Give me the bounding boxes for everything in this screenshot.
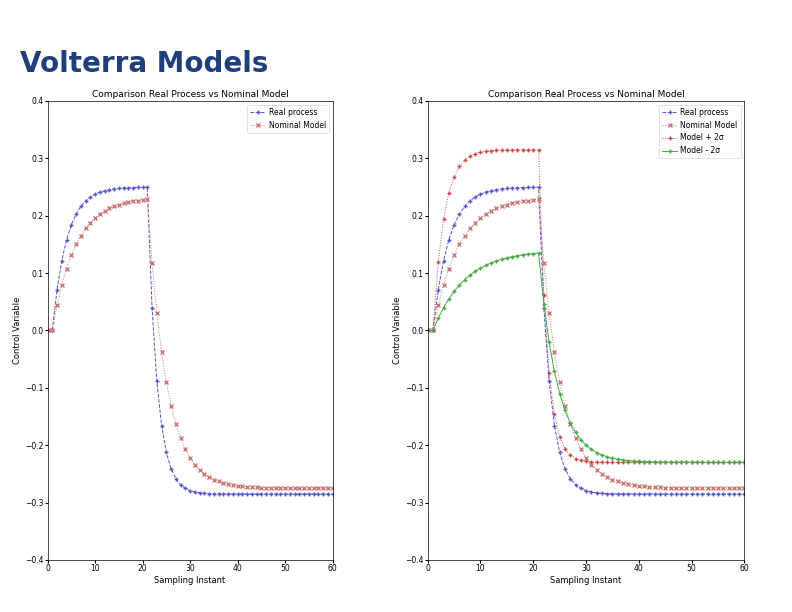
Model - 2σ <box>597 451 607 458</box>
Real process <box>43 327 52 334</box>
Real process <box>539 304 549 312</box>
Nominal Model <box>219 479 228 487</box>
Text: Diaz-Mendoza R. and Budman H: Diaz-Mendoza R. and Budman H <box>32 586 234 599</box>
Nominal Model <box>200 470 209 477</box>
Line: Model - 2σ: Model - 2σ <box>426 252 746 464</box>
Model + 2σ <box>619 459 628 466</box>
Nominal Model <box>423 327 432 334</box>
Y-axis label: Control Variable: Control Variable <box>13 297 22 364</box>
Model - 2σ <box>740 459 749 466</box>
Line: Nominal Model: Nominal Model <box>426 198 746 490</box>
Nominal Model <box>295 485 304 492</box>
Real process <box>597 490 607 497</box>
Real process <box>619 490 628 498</box>
Nominal Model <box>328 485 337 492</box>
Real process <box>147 304 157 312</box>
Real process <box>534 184 543 191</box>
Text: Robust NMPC using Volterra Models and the SSV: Robust NMPC using Volterra Models and th… <box>301 586 604 599</box>
Line: Model + 2σ: Model + 2σ <box>426 148 746 464</box>
Nominal Model <box>619 479 628 487</box>
Model - 2σ <box>539 300 549 307</box>
Legend: Real process, Nominal Model: Real process, Nominal Model <box>247 105 329 133</box>
Nominal Model <box>534 196 543 203</box>
Model - 2σ <box>703 459 712 466</box>
Real process <box>703 490 712 498</box>
Model + 2σ <box>486 147 496 154</box>
Real process <box>100 187 109 195</box>
Model + 2σ <box>534 146 543 154</box>
Line: Real process: Real process <box>426 185 746 496</box>
Model + 2σ <box>597 458 607 466</box>
Real process <box>143 184 152 191</box>
Real process <box>219 490 228 498</box>
Legend: Real process, Nominal Model, Model + 2σ, Model - 2σ: Real process, Nominal Model, Model + 2σ,… <box>659 105 741 159</box>
Model - 2σ <box>497 256 506 263</box>
Line: Nominal Model: Nominal Model <box>46 198 334 490</box>
Nominal Model <box>497 203 506 210</box>
Nominal Model <box>703 485 712 492</box>
Nominal Model <box>43 327 52 334</box>
Nominal Model <box>740 485 749 492</box>
Model - 2σ <box>486 259 496 267</box>
Model - 2σ <box>619 457 628 464</box>
Real process <box>497 185 506 193</box>
Model + 2σ <box>497 146 506 154</box>
Nominal Model <box>147 259 157 267</box>
Model - 2σ <box>534 249 543 256</box>
Nominal Model <box>597 470 607 477</box>
X-axis label: Sampling Instant: Sampling Instant <box>154 576 226 585</box>
Real process <box>328 490 337 498</box>
Text: Volterra Models: Volterra Models <box>356 10 464 24</box>
Model + 2σ <box>423 327 432 334</box>
Text: Volterra Models: Volterra Models <box>20 50 268 78</box>
Model - 2σ <box>423 327 432 334</box>
X-axis label: Sampling Instant: Sampling Instant <box>550 576 622 585</box>
Nominal Model <box>486 207 496 214</box>
Real process <box>423 327 432 334</box>
Nominal Model <box>539 259 549 267</box>
Real process <box>109 185 119 193</box>
Y-axis label: Control Variable: Control Variable <box>394 297 402 364</box>
Real process <box>486 187 496 195</box>
Real process <box>200 490 209 497</box>
Text: Introduction: Introduction <box>249 10 333 24</box>
Title: Comparison Real Process vs Nominal Model: Comparison Real Process vs Nominal Model <box>92 90 288 99</box>
Model + 2σ <box>740 459 749 466</box>
Nominal Model <box>100 207 109 214</box>
Model + 2σ <box>703 459 712 466</box>
Nominal Model <box>109 203 119 210</box>
Model + 2σ <box>539 291 549 299</box>
Real process <box>295 490 304 498</box>
Title: Comparison Real Process vs Nominal Model: Comparison Real Process vs Nominal Model <box>488 90 684 99</box>
Nominal Model <box>143 196 152 203</box>
Real process <box>740 490 749 498</box>
Line: Real process: Real process <box>46 185 334 496</box>
